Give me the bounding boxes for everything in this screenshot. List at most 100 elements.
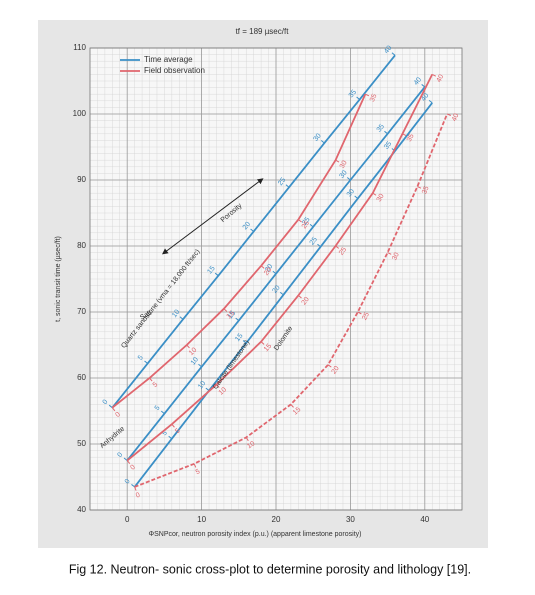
porosity-tick [317,243,321,248]
porosity-label: 5 [195,468,201,476]
porosity-label: 30 [338,169,348,180]
plot-frame [89,47,463,511]
porosity-label: 35 [348,89,358,100]
porosity-tick [279,291,284,296]
porosity-tick [198,363,202,368]
porosity-tick [387,252,392,255]
porosity-label: 5 [137,354,145,361]
legend-label: Time average [144,55,193,64]
x-axis-label: ΦSNPcor, neutron porosity index (p.u.) (… [149,531,362,538]
porosity-label: 20 [271,284,281,295]
porosity-label: 15 [227,310,237,321]
porosity-tick [160,410,165,415]
porosity-tick [186,344,190,349]
porosity-tick [245,437,249,442]
porosity-tick [309,223,314,228]
porosity-tick [179,316,184,320]
porosity-tick [428,99,433,104]
porosity-label: 15 [226,310,237,321]
porosity-tick [365,93,370,97]
x-tick-label: 10 [197,515,206,524]
porosity-label: 25 [309,236,319,247]
porosity-label: 40 [451,113,460,123]
porosity-label: 35 [383,140,393,151]
porosity-tick [205,387,210,391]
y-tick-label: 50 [77,439,86,448]
porosity-label: 0 [116,451,124,458]
porosity-tick [356,96,361,100]
porosity-label: 40 [383,45,393,56]
porosity-tick [111,407,116,412]
porosity-label: 0 [124,478,132,485]
x-tick-label: 20 [272,515,281,524]
porosity-label: 15 [263,343,273,354]
porosity-label: 20 [264,263,274,274]
porosity-tick [384,130,388,135]
porosity-label: 40 [420,92,430,103]
porosity-tick [223,308,228,312]
porosity-tick [214,272,219,277]
porosity-tick [171,423,175,428]
porosity-tick [402,133,407,137]
y-tick-label: 70 [77,307,86,316]
porosity-label: 20 [263,266,273,277]
y-axis-label: t, sonic transit time (µsec/ft) [55,236,62,322]
porosity-label: 25 [277,177,287,188]
porosity-tick [290,404,294,408]
x-tick-label: 40 [420,515,429,524]
porosity-label: 15 [292,406,303,416]
porosity-tick [168,435,173,440]
porosity-label: 5 [154,404,162,411]
porosity-label: 35 [369,93,379,103]
porosity-arrow [162,178,264,255]
legend-label: Field observation [144,66,205,75]
porosity-label: 10 [188,347,199,358]
porosity-tick [149,377,153,382]
porosity-tick [216,384,220,388]
porosity-label: 35 [376,123,386,134]
porosity-label: 20 [301,296,311,307]
porosity-label: 30 [346,188,356,199]
porosity-label: 10 [197,380,207,391]
x-tick-label: 0 [125,515,130,524]
porosity-label: 10 [190,356,200,367]
porosity-tick [391,52,396,56]
porosity-label: 40 [436,73,446,83]
porosity-tick [193,463,197,468]
porosity-label: 15 [206,265,216,276]
porosity-label: 10 [218,386,229,396]
y-tick-label: 90 [77,175,86,184]
porosity-tick [126,460,131,464]
porosity-label: 0 [135,492,141,500]
porosity-tick [144,360,148,364]
porosity-tick [298,295,302,299]
porosity-tick [335,245,340,249]
porosity-tick [354,195,359,199]
porosity-tick [357,311,362,315]
porosity-tick [327,364,332,368]
porosity-tick [108,404,113,409]
porosity-label: 15 [234,332,244,343]
porosity-label: 0 [102,399,110,406]
porosity-label: 10 [171,309,181,320]
porosity-tick [131,484,135,488]
porosity-tick [260,265,265,269]
porosity-label: 35 [406,133,416,143]
y-tick-label: 40 [77,505,86,514]
porosity-label: 40 [413,76,423,87]
porosity-tick [346,177,351,181]
porosity-label: 5 [161,430,169,437]
porosity-tick [285,184,290,188]
series-line [111,93,367,409]
porosity-tick [298,219,302,223]
porosity-label: 20 [331,365,341,375]
porosity-tick [260,341,265,345]
porosity-tick [372,192,377,196]
porosity-tick [421,84,426,88]
y-tick-label: 100 [73,109,87,118]
porosity-label: 25 [338,246,348,257]
porosity-label: 30 [376,193,386,203]
porosity-label: 30 [391,251,401,261]
y-tick-label: 110 [73,43,86,52]
porosity-tick [432,73,437,77]
